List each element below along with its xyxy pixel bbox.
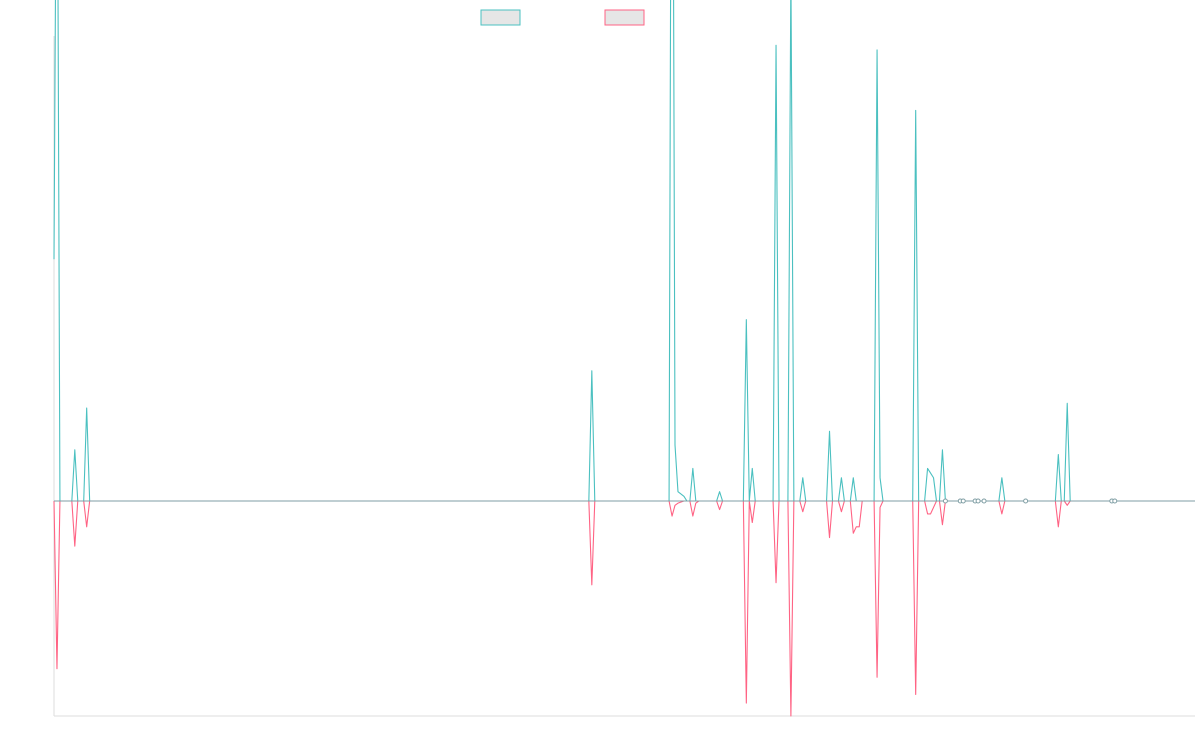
series-layer: [53, 0, 1195, 717]
axes: [53, 36, 1195, 717]
data-point-marker: [960, 498, 966, 504]
legend-item-positive[interactable]: [480, 9, 521, 26]
series-line-positive: [53, 0, 1195, 502]
data-point-marker: [1023, 498, 1029, 504]
series-line-negative: [53, 500, 1195, 717]
data-point-marker: [1112, 498, 1118, 504]
marker-layer: [942, 498, 1118, 504]
legend-item-negative[interactable]: [604, 9, 645, 26]
data-point-marker: [981, 498, 987, 504]
legend[interactable]: [480, 9, 645, 26]
data-point-marker: [975, 498, 981, 504]
data-point-marker: [942, 498, 948, 504]
legend-swatch-positive[interactable]: [480, 9, 521, 26]
legend-swatch-negative[interactable]: [604, 9, 645, 26]
